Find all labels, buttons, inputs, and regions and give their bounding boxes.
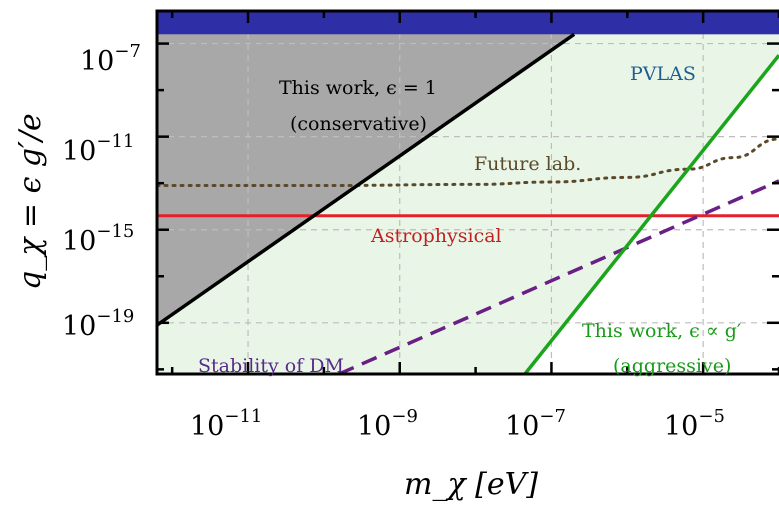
astrophysical-label: Astrophysical: [370, 225, 502, 247]
conservative-sublabel: (conservative): [290, 113, 427, 135]
x-tick-label-4: 10−5: [664, 406, 725, 442]
x-tick-label-1: 10−11: [190, 406, 262, 442]
y-tick-label-3: 10−15: [62, 221, 134, 257]
y-axis-title: q_χ = ϵ g′/e: [13, 113, 48, 290]
axis-ticks: [157, 11, 779, 374]
plot-frame: [155, 9, 779, 376]
y-tick-labels: 10−7 10−11 10−15 10−19: [62, 41, 141, 342]
plot-area: [157, 11, 779, 374]
x-tick-labels: 10−11 10−9 10−7 10−5: [190, 406, 725, 442]
grid-lines: [157, 11, 779, 374]
aggressive-label: This work, ϵ ∝ g′: [582, 320, 741, 342]
x-tick-label-2: 10−9: [357, 406, 418, 442]
pvlas-label: PVLAS: [630, 63, 696, 85]
future-lab-label: Future lab.: [474, 153, 581, 175]
stability-dm-line: [338, 179, 779, 374]
y-tick-label-2: 10−11: [62, 131, 134, 167]
stability-dm-label: Stability of DM: [198, 355, 344, 377]
y-tick-label-4: 10−19: [62, 306, 134, 342]
conservative-region-fill: [157, 11, 779, 326]
aggressive-sublabel: (aggressive): [613, 355, 731, 377]
conservative-label: This work, ϵ = 1: [279, 77, 437, 99]
y-tick-label-1: 10−7: [80, 41, 141, 77]
x-axis-title: m_χ [eV]: [404, 467, 538, 502]
pvlas-band: [157, 11, 779, 35]
conservative-line: [157, 32, 576, 327]
future-lab-line: [157, 137, 779, 188]
aggressive-line: [523, 54, 779, 374]
x-tick-label-3: 10−7: [505, 406, 566, 442]
